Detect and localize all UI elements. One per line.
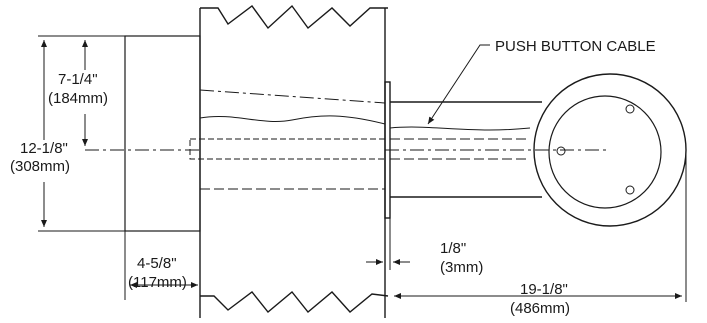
dim-plate-in: 1/8" — [440, 240, 466, 257]
dim-height-in: 7-1/4" — [58, 71, 98, 88]
dim-plate — [366, 218, 410, 270]
wall-section — [199, 4, 389, 318]
dim-length-mm: (486mm) — [510, 300, 570, 317]
back-box — [124, 35, 201, 232]
dim-depth-in: 4-5/8" — [137, 255, 177, 272]
arm-pipe — [389, 101, 542, 198]
dim-height-mm: (184mm) — [48, 90, 108, 107]
cable-leader — [427, 44, 490, 125]
dim-total-height-in: 12-1/8" — [20, 140, 68, 157]
dim-length — [394, 150, 687, 302]
cable-label: PUSH BUTTON CABLE — [495, 38, 656, 55]
dim-length-in: 19-1/8" — [520, 281, 568, 298]
dim-depth — [124, 231, 198, 300]
dim-total-height-mm: (308mm) — [10, 158, 70, 175]
round-head — [533, 73, 687, 227]
dim-total-height — [38, 35, 125, 232]
dim-depth-mm: (117mm) — [128, 274, 187, 291]
mounting-plate — [384, 81, 391, 219]
dim-plate-mm: (3mm) — [440, 259, 483, 276]
hidden-lines — [85, 89, 610, 190]
